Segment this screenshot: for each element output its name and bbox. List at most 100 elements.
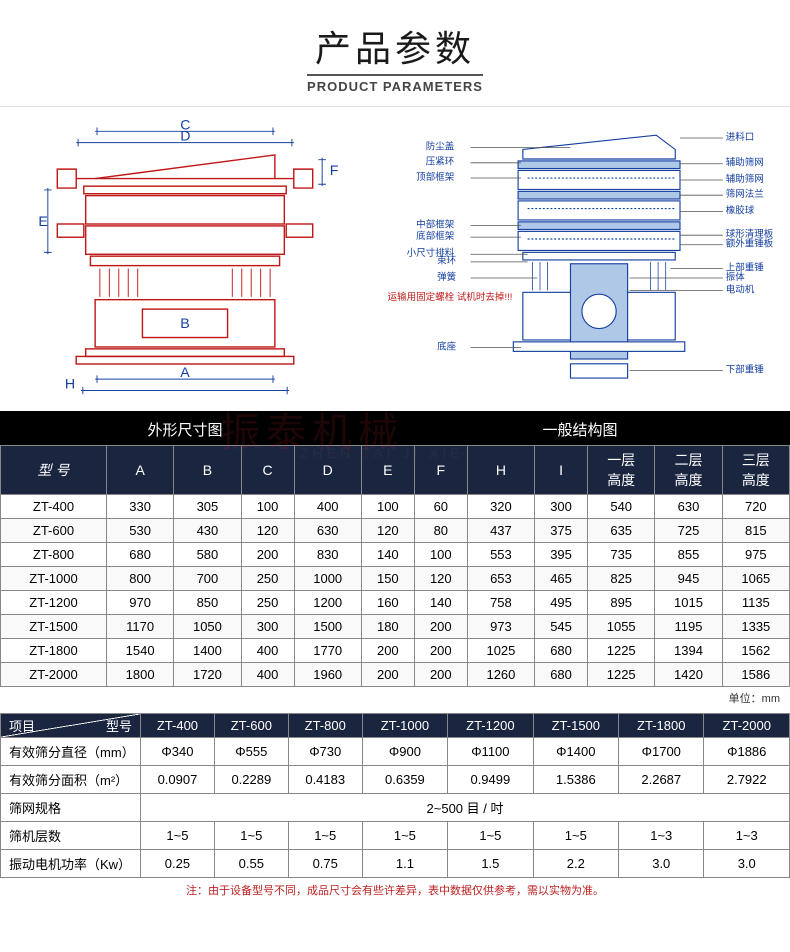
t1-cell: 895 bbox=[588, 591, 655, 615]
t1-cell: 140 bbox=[361, 543, 414, 567]
t1-cell: 680 bbox=[106, 543, 173, 567]
t1-cell: 375 bbox=[535, 519, 588, 543]
svg-text:中部框架: 中部框架 bbox=[416, 219, 455, 231]
t1-cell: 140 bbox=[414, 591, 467, 615]
t2-cell: 1.5386 bbox=[533, 766, 618, 794]
t1-header: 二层 高度 bbox=[655, 446, 722, 495]
t2-model-header: ZT-1500 bbox=[533, 714, 618, 738]
diagram-label-left: 外形尺寸图 bbox=[0, 417, 370, 445]
t1-cell: 300 bbox=[535, 495, 588, 519]
svg-text:顶部框架: 顶部框架 bbox=[416, 171, 455, 183]
t1-header: B bbox=[174, 446, 241, 495]
svg-text:橡胶球: 橡胶球 bbox=[726, 204, 755, 216]
t2-cell: 1~5 bbox=[448, 822, 533, 850]
t2-cell: 3.0 bbox=[704, 850, 790, 878]
t1-cell: ZT-400 bbox=[1, 495, 107, 519]
t1-cell: 400 bbox=[294, 495, 361, 519]
t1-cell: 1500 bbox=[294, 615, 361, 639]
t1-cell: 100 bbox=[361, 495, 414, 519]
t1-cell: 120 bbox=[361, 519, 414, 543]
t1-cell: 1200 bbox=[294, 591, 361, 615]
t1-cell: 735 bbox=[588, 543, 655, 567]
t1-cell: 100 bbox=[241, 495, 294, 519]
t1-cell: 120 bbox=[414, 567, 467, 591]
svg-text:筛网法兰: 筛网法兰 bbox=[726, 188, 764, 200]
t1-cell: 80 bbox=[414, 519, 467, 543]
svg-text:压紧环: 压紧环 bbox=[426, 157, 455, 168]
t2-cell: 1~5 bbox=[533, 822, 618, 850]
t2-model-header: ZT-600 bbox=[214, 714, 288, 738]
t1-cell: 495 bbox=[535, 591, 588, 615]
t1-cell: 970 bbox=[106, 591, 173, 615]
footnote: 注：由于设备型号不同，成品尺寸会有些许差异，表中数据仅供参考，需以实物为准。 bbox=[0, 878, 790, 902]
t2-cell: 0.4183 bbox=[288, 766, 362, 794]
t2-cell: 1.1 bbox=[362, 850, 447, 878]
diagram-label-right: 一般结构图 bbox=[370, 417, 790, 445]
t1-header: H bbox=[467, 446, 534, 495]
t2-model-header: ZT-2000 bbox=[704, 714, 790, 738]
t2-row-label: 振动电机功率（Kw） bbox=[1, 850, 141, 878]
t2-cell: 2.7922 bbox=[704, 766, 790, 794]
t1-cell: 200 bbox=[361, 639, 414, 663]
svg-text:辅助筛网: 辅助筛网 bbox=[726, 173, 764, 185]
t1-cell: 530 bbox=[106, 519, 173, 543]
t1-header: E bbox=[361, 446, 414, 495]
t1-cell: 200 bbox=[414, 639, 467, 663]
t1-cell: 100 bbox=[414, 543, 467, 567]
svg-text:电动机: 电动机 bbox=[726, 283, 755, 295]
t1-header: 三层 高度 bbox=[722, 446, 789, 495]
t2-model-header: ZT-400 bbox=[141, 714, 215, 738]
t1-cell: 540 bbox=[588, 495, 655, 519]
t2-cell: 0.9499 bbox=[448, 766, 533, 794]
t2-cell: 0.0907 bbox=[141, 766, 215, 794]
t2-cell: Φ900 bbox=[362, 738, 447, 766]
t1-cell: 180 bbox=[361, 615, 414, 639]
t2-row-label: 筛网规格 bbox=[1, 794, 141, 822]
t1-cell: 1025 bbox=[467, 639, 534, 663]
svg-text:防尘盖: 防尘盖 bbox=[426, 140, 455, 152]
t1-cell: 1225 bbox=[588, 639, 655, 663]
t1-cell: 150 bbox=[361, 567, 414, 591]
t1-header: C bbox=[241, 446, 294, 495]
t1-cell: 975 bbox=[722, 543, 789, 567]
dim-F: F bbox=[330, 163, 339, 179]
t1-cell: 1420 bbox=[655, 663, 722, 687]
t1-cell: ZT-1200 bbox=[1, 591, 107, 615]
t1-cell: 400 bbox=[241, 663, 294, 687]
t1-cell: 200 bbox=[414, 615, 467, 639]
t1-cell: 1050 bbox=[174, 615, 241, 639]
t1-cell: ZT-1000 bbox=[1, 567, 107, 591]
dim-B: B bbox=[180, 316, 189, 332]
t1-cell: 758 bbox=[467, 591, 534, 615]
t1-cell: 680 bbox=[535, 639, 588, 663]
dim-C: C bbox=[180, 117, 190, 133]
t1-header: A bbox=[106, 446, 173, 495]
t1-cell: 1055 bbox=[588, 615, 655, 639]
t1-cell: 700 bbox=[174, 567, 241, 591]
t1-cell: 580 bbox=[174, 543, 241, 567]
t1-cell: 250 bbox=[241, 567, 294, 591]
title-en: PRODUCT PARAMETERS bbox=[307, 74, 483, 94]
svg-text:进料口: 进料口 bbox=[726, 131, 755, 143]
t1-cell: 160 bbox=[361, 591, 414, 615]
dim-H: H bbox=[65, 377, 75, 393]
svg-text:额外重锤板: 额外重锤板 bbox=[726, 238, 774, 250]
svg-text:下部重锤: 下部重锤 bbox=[726, 363, 765, 375]
t2-cell: 0.25 bbox=[141, 850, 215, 878]
t2-cell: 1~5 bbox=[288, 822, 362, 850]
t2-row-label: 有效筛分面积（m²） bbox=[1, 766, 141, 794]
t2-cell: 1~5 bbox=[214, 822, 288, 850]
t1-cell: ZT-2000 bbox=[1, 663, 107, 687]
t2-cell: 1~5 bbox=[362, 822, 447, 850]
t1-cell: 1770 bbox=[294, 639, 361, 663]
t1-cell: 200 bbox=[241, 543, 294, 567]
t1-cell: 653 bbox=[467, 567, 534, 591]
t2-cell: Φ1886 bbox=[704, 738, 790, 766]
t1-cell: 945 bbox=[655, 567, 722, 591]
t1-cell: 635 bbox=[588, 519, 655, 543]
dimensions-table: 型 号ABCDEFHI一层 高度二层 高度三层 高度 ZT-4003303051… bbox=[0, 445, 790, 687]
t1-header: F bbox=[414, 446, 467, 495]
unit-label: 单位：mm bbox=[0, 687, 790, 709]
t1-cell: 60 bbox=[414, 495, 467, 519]
warning-label: 运输用固定螺栓 试机时去掉!!! bbox=[388, 291, 513, 303]
